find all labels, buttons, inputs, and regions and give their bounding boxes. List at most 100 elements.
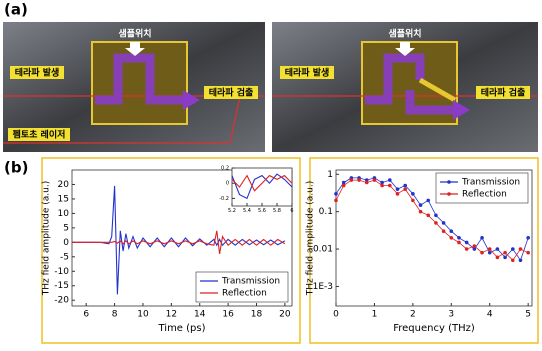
photo-label: 샘플위치 xyxy=(118,28,151,40)
photo-label: 펨토초 레이저 xyxy=(13,129,66,141)
data-point xyxy=(518,258,523,263)
x-tick-label: 5.8 xyxy=(273,208,281,214)
data-point xyxy=(457,235,461,240)
data-point xyxy=(503,250,507,255)
y-tick-label: 0.01 xyxy=(313,245,333,255)
plot-frame xyxy=(71,169,293,307)
y-tick-label: -15 xyxy=(54,281,69,291)
x-tick-label: 16 xyxy=(222,310,234,320)
y-tick-label: 5 xyxy=(63,223,69,233)
data-point xyxy=(341,180,346,185)
photo-label: 테라파 발생 xyxy=(15,67,60,79)
x-tick-label: 5.4 xyxy=(243,208,251,214)
data-point xyxy=(518,247,523,251)
data-point xyxy=(411,198,415,203)
data-point xyxy=(380,180,384,185)
data-point xyxy=(395,192,400,196)
y-tick-label: 20 xyxy=(58,180,70,190)
x-tick-label: 20 xyxy=(279,310,291,320)
data-point xyxy=(487,250,492,255)
photo-label: 샘플위치 xyxy=(388,28,421,40)
x-tick-label: 0 xyxy=(333,310,339,320)
data-point xyxy=(457,240,461,245)
legend-label: Reflection xyxy=(462,190,507,200)
y-tick-label: -5 xyxy=(60,252,69,262)
legend-box xyxy=(435,172,529,204)
x-tick-label: 8 xyxy=(112,310,118,320)
legend-label: Transmission xyxy=(221,277,280,287)
plot-frame xyxy=(231,167,293,207)
data-point xyxy=(434,221,438,225)
y-tick-label: 1E-3 xyxy=(313,282,333,292)
data-point xyxy=(372,178,377,182)
legend-label: Transmission xyxy=(461,178,520,188)
x-tick-label: 2 xyxy=(410,310,416,320)
data-point xyxy=(510,258,515,263)
data-point xyxy=(480,235,484,240)
data-point xyxy=(441,229,446,234)
data-point xyxy=(441,221,446,225)
data-point xyxy=(426,198,431,203)
legend-marker xyxy=(447,192,451,196)
data-point xyxy=(334,192,338,196)
y-axis-label: THz field amplitude (a.u.) xyxy=(306,181,316,296)
data-point xyxy=(364,178,369,182)
x-tick-label: 1 xyxy=(372,310,378,320)
x-axis-label: Time (ps) xyxy=(157,323,205,334)
photo-label: 테라파 검출 xyxy=(209,87,254,99)
x-axis-label: Frequency (THz) xyxy=(393,323,475,334)
photo-label: 테라파 발생 xyxy=(285,67,330,79)
data-line xyxy=(231,173,293,200)
x-tick-label: 5.2 xyxy=(228,208,236,214)
panel-label: (b) xyxy=(4,159,28,177)
x-tick-label: 4 xyxy=(487,310,493,320)
data-point xyxy=(495,247,500,251)
y-tick-label: 10 xyxy=(58,209,70,219)
x-tick-label: 5.6 xyxy=(258,208,266,214)
panel-label: (a) xyxy=(4,1,28,19)
data-point xyxy=(411,192,415,196)
y-tick-label: 15 xyxy=(58,194,69,204)
x-tick-label: 10 xyxy=(137,310,149,320)
y-tick-label: 0.2 xyxy=(221,166,229,172)
data-point xyxy=(495,255,500,260)
y-tick-label: -20 xyxy=(54,296,69,306)
plot-frame xyxy=(335,169,533,307)
photo: 샘플위치 테라파 발생 테라파 검출 펨토초 레이저 xyxy=(3,22,265,152)
data-point xyxy=(487,247,492,251)
data-point xyxy=(395,187,400,191)
legend-marker xyxy=(447,180,451,184)
data-point xyxy=(426,213,431,218)
legend-box xyxy=(195,271,289,303)
data-point xyxy=(403,187,407,191)
data-point xyxy=(449,235,454,240)
data-line xyxy=(231,174,293,192)
data-point xyxy=(357,178,361,182)
data-point xyxy=(472,247,477,251)
data-point xyxy=(526,250,530,255)
x-tick-label: 6 xyxy=(290,208,293,214)
x-tick-label: 14 xyxy=(194,310,206,320)
data-point xyxy=(472,244,477,248)
x-tick-label: 6 xyxy=(83,310,89,320)
data-point xyxy=(503,255,507,260)
data-point xyxy=(510,247,515,251)
data-line xyxy=(72,230,286,254)
data-point xyxy=(464,247,469,251)
data-point xyxy=(403,183,407,188)
data-point xyxy=(341,183,346,188)
data-point xyxy=(418,209,423,214)
data-point xyxy=(364,180,369,185)
legend-label: Reflection xyxy=(222,289,267,299)
y-tick-label: 0.1 xyxy=(319,207,333,217)
data-point xyxy=(349,178,354,182)
x-tick-label: 12 xyxy=(166,310,177,320)
data-point xyxy=(449,229,454,234)
data-point xyxy=(434,213,438,218)
data-point xyxy=(526,235,530,240)
data-point xyxy=(464,240,469,245)
data-point xyxy=(334,198,338,203)
x-tick-label: 3 xyxy=(448,310,454,320)
y-tick-label: 0 xyxy=(63,238,69,248)
